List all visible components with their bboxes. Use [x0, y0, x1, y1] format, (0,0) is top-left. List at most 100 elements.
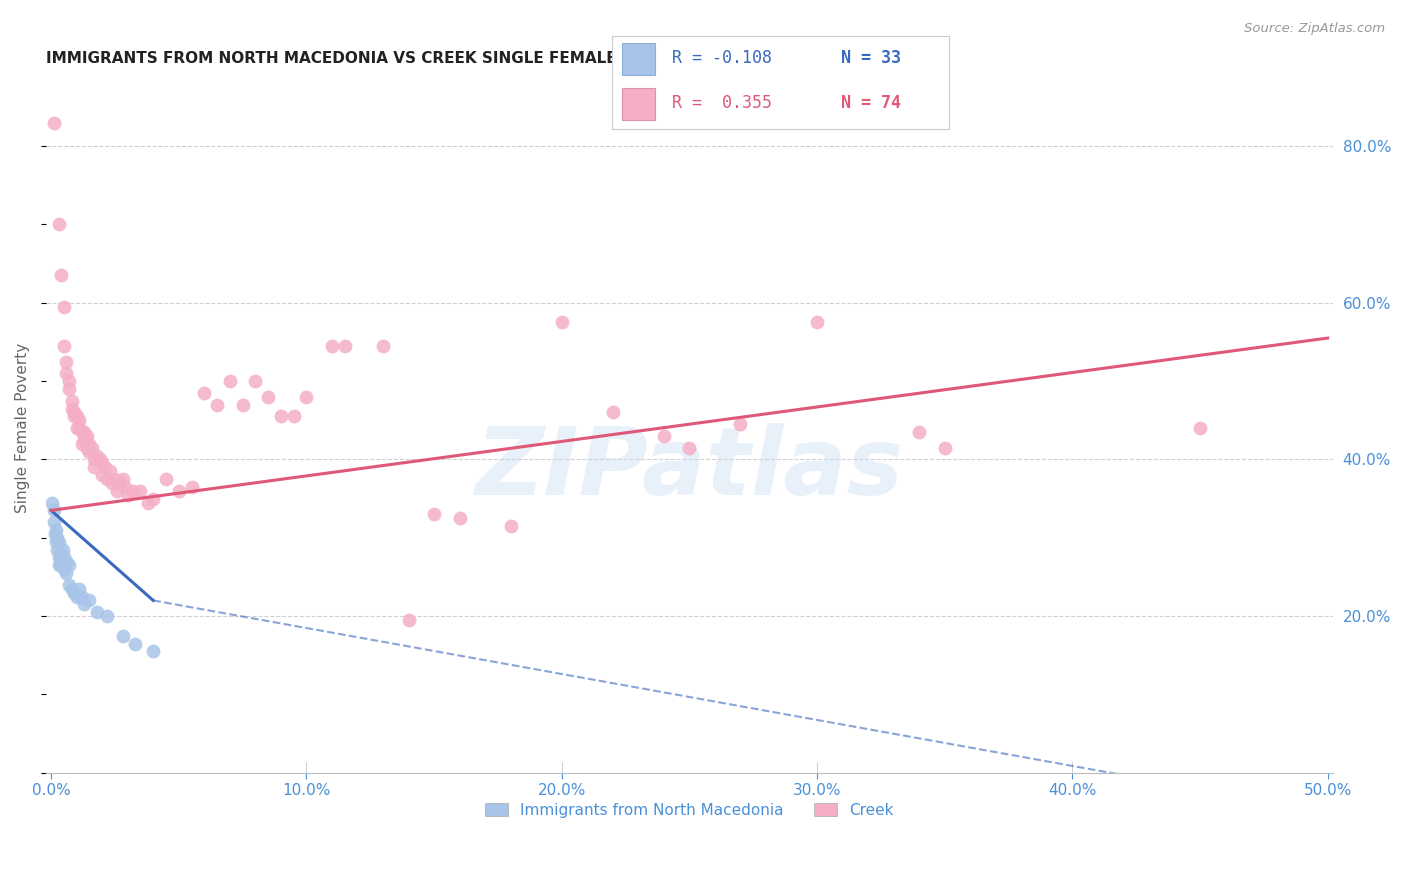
Point [89, 452, 111, 467]
Point [80, 441, 103, 455]
Point [79, 444, 101, 458]
Point [83, 452, 105, 467]
Point [908, 425, 931, 439]
Point [321, 339, 343, 353]
Point [142, 644, 165, 658]
Point [41, 495, 63, 509]
Point [46, 531, 69, 545]
Point [52, 300, 75, 314]
Point [124, 636, 146, 650]
Point [70, 425, 93, 439]
Point [142, 491, 165, 506]
Text: N = 74: N = 74 [841, 95, 901, 112]
Point [83, 460, 105, 475]
Point [806, 315, 828, 329]
Point [51, 268, 73, 283]
Point [257, 390, 280, 404]
Point [46, 542, 69, 557]
Point [86, 605, 108, 619]
Point [52, 339, 75, 353]
Point [205, 398, 228, 412]
Point [65, 421, 87, 435]
Point [551, 315, 574, 329]
Point [58, 374, 80, 388]
Point [52, 542, 75, 557]
Point [111, 629, 134, 643]
Point [449, 511, 471, 525]
Text: ZIPatlas: ZIPatlas [475, 424, 904, 516]
Point [295, 390, 318, 404]
Point [167, 483, 190, 498]
Point [51, 558, 73, 573]
Point [93, 460, 115, 475]
Point [42, 515, 65, 529]
Point [52, 550, 75, 565]
Point [121, 483, 143, 498]
Point [44, 526, 66, 541]
Point [136, 495, 159, 509]
Point [91, 468, 114, 483]
Point [51, 554, 73, 568]
Point [79, 437, 101, 451]
Point [86, 449, 108, 463]
Point [96, 472, 118, 486]
FancyBboxPatch shape [621, 88, 655, 120]
Point [1188, 421, 1211, 435]
Point [55, 566, 77, 580]
Point [45, 534, 67, 549]
Point [42, 503, 65, 517]
Text: Source: ZipAtlas.com: Source: ZipAtlas.com [1244, 22, 1385, 36]
Point [91, 456, 114, 470]
Point [55, 554, 77, 568]
Point [65, 409, 87, 424]
Text: IMMIGRANTS FROM NORTH MACEDONIA VS CREEK SINGLE FEMALE POVERTY CORRELATION CHART: IMMIGRANTS FROM NORTH MACEDONIA VS CREEK… [46, 51, 889, 66]
Text: N = 33: N = 33 [841, 49, 901, 67]
Point [42, 116, 65, 130]
Point [104, 472, 127, 486]
Point [63, 409, 86, 424]
Point [333, 339, 356, 353]
Point [79, 593, 101, 607]
FancyBboxPatch shape [621, 43, 655, 75]
Text: R =  0.355: R = 0.355 [672, 95, 772, 112]
Point [67, 413, 90, 427]
Point [60, 582, 83, 596]
Point [114, 480, 136, 494]
Point [52, 562, 75, 576]
Point [602, 405, 624, 419]
Point [98, 464, 121, 478]
Point [48, 218, 70, 232]
Point [60, 393, 83, 408]
Point [245, 374, 267, 388]
Point [63, 405, 86, 419]
Text: R = -0.108: R = -0.108 [672, 49, 772, 67]
Point [48, 558, 70, 573]
Point [45, 523, 67, 537]
Point [55, 366, 77, 380]
Point [108, 475, 131, 490]
Point [101, 475, 124, 490]
Point [283, 409, 305, 424]
Point [70, 590, 93, 604]
Point [70, 437, 93, 451]
Point [58, 558, 80, 573]
Point [371, 339, 394, 353]
Point [48, 550, 70, 565]
Point [76, 441, 98, 455]
Point [58, 578, 80, 592]
Point [73, 433, 96, 447]
Point [270, 409, 292, 424]
Point [652, 429, 675, 443]
Point [129, 483, 152, 498]
Legend: Immigrants from North Macedonia, Creek: Immigrants from North Macedonia, Creek [479, 797, 900, 823]
Point [398, 613, 420, 627]
Point [111, 472, 134, 486]
Point [193, 385, 215, 400]
Point [55, 354, 77, 368]
Point [218, 374, 240, 388]
Point [73, 425, 96, 439]
Point [67, 421, 90, 435]
Point [678, 441, 700, 455]
Point [49, 546, 72, 560]
Point [67, 582, 90, 596]
